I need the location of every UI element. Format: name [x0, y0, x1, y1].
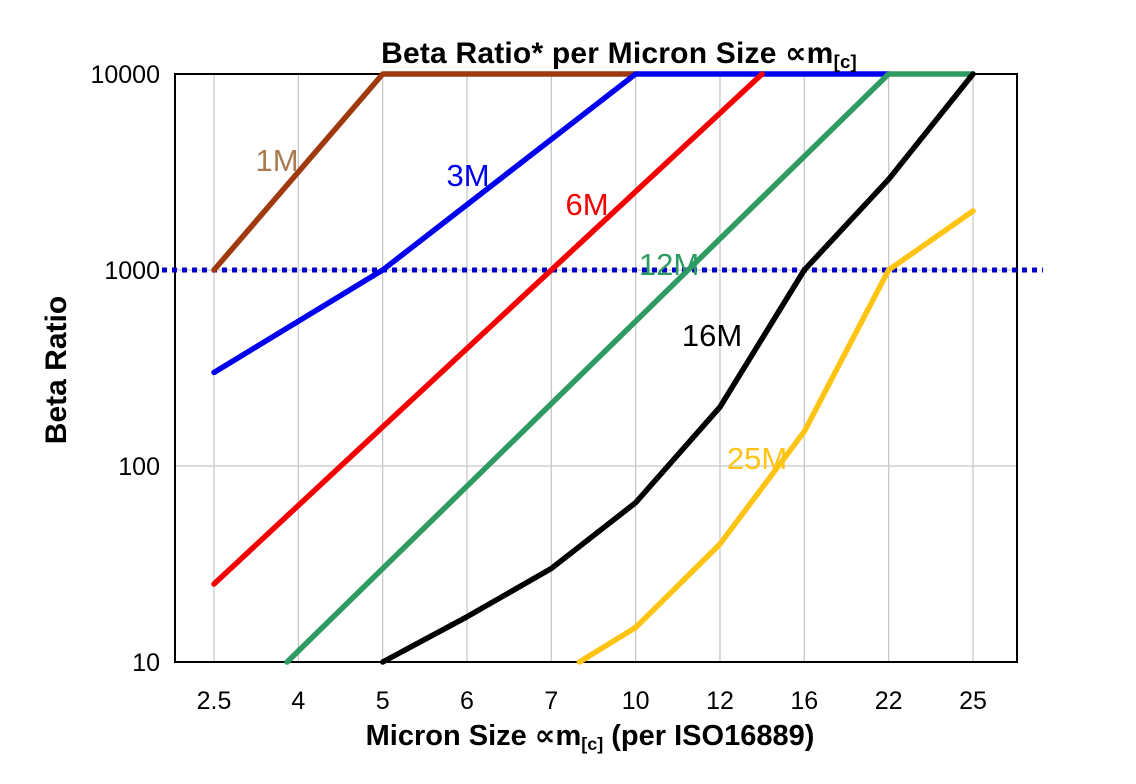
- y-tick-label: 100: [118, 453, 160, 481]
- x-axis-title-post: (per ISO16889): [603, 720, 815, 752]
- x-tick-label: 6: [460, 687, 474, 715]
- x-axis-title-subscript: [c]: [581, 734, 604, 755]
- series-line-16M: [379, 71, 976, 665]
- series-label-3M: 3M: [446, 158, 489, 193]
- x-tick-label: 4: [291, 687, 305, 715]
- series-line-12M: [284, 71, 976, 665]
- series-label-12M: 12M: [639, 247, 699, 282]
- series-label-1M: 1M: [255, 143, 298, 178]
- x-tick-label: 25: [959, 687, 987, 715]
- chart-title: Beta Ratio* per Micron Size ∝m[c]: [102, 36, 1136, 73]
- y-tick-label: 10000: [90, 61, 160, 89]
- x-tick-label: 10: [622, 687, 650, 715]
- x-tick-label: 22: [875, 687, 903, 715]
- x-tick-label: 2.5: [197, 687, 232, 715]
- series-label-25M: 25M: [727, 441, 787, 476]
- y-axis-title: Beta Ratio: [40, 295, 73, 445]
- series-line-25M: [576, 208, 976, 665]
- y-tick-label: 1000: [104, 257, 160, 285]
- series-label-6M: 6M: [565, 187, 608, 222]
- y-tick-label: 10: [132, 649, 160, 677]
- x-tick-label: 16: [790, 687, 818, 715]
- series-line-6M: [211, 71, 765, 587]
- plot-border: [174, 73, 1018, 663]
- x-tick-label: 12: [706, 687, 734, 715]
- x-axis-title: Micron Size ∝m[c] (per ISO16889): [44, 718, 1136, 755]
- chart-title-main: Beta Ratio* per Micron Size ∝m: [381, 37, 834, 70]
- x-tick-label: 5: [376, 687, 390, 715]
- series-label-16M: 16M: [682, 318, 742, 353]
- series-line-1M: [211, 71, 639, 273]
- x-axis-title-pre: Micron Size ∝m: [365, 720, 582, 752]
- x-tick-label: 7: [544, 687, 558, 715]
- chart-title-subscript: [c]: [833, 51, 857, 73]
